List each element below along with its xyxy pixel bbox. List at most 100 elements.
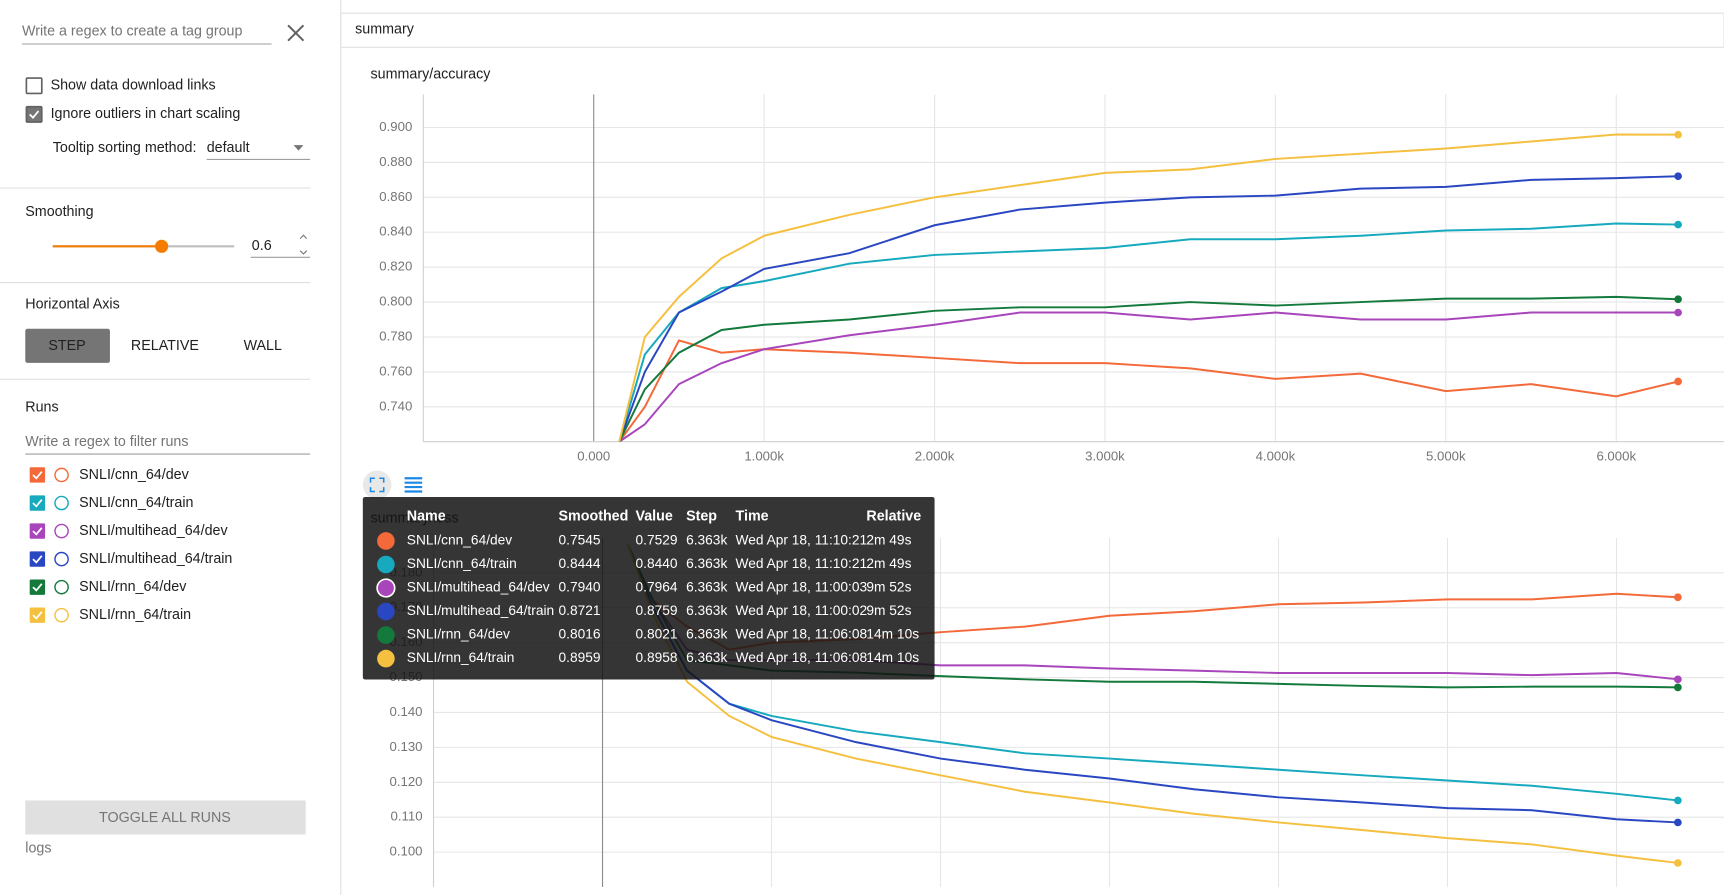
run-checkbox[interactable] <box>29 579 46 595</box>
y-tick-label: 0.880 <box>379 154 412 169</box>
run-name: SNLI/multihead_64/train <box>79 551 232 567</box>
tooltip-header: Name <box>407 509 446 525</box>
toggle-all-button[interactable] <box>25 800 306 835</box>
tooltip-cell: 6.363k <box>686 627 727 642</box>
tooltip-cell: 0.7529 <box>636 533 678 548</box>
y-tick-label: 0.130 <box>390 739 423 754</box>
tooltip-cell: 14m 10s <box>866 650 919 665</box>
group-title: summary <box>355 21 415 37</box>
run-color-circle <box>54 523 69 539</box>
toggle-log-icon[interactable] <box>404 477 423 493</box>
tooltip-header: Value <box>636 509 673 525</box>
end-point <box>1674 308 1682 317</box>
tooltip-cell: 0.7964 <box>636 580 678 595</box>
tooltip-cell: 0.8016 <box>559 627 601 642</box>
end-point <box>1674 295 1682 304</box>
run-name: SNLI/cnn_64/train <box>79 495 193 511</box>
checkmark <box>32 471 43 480</box>
tooltip-sort-select[interactable]: default <box>207 140 250 156</box>
tooltip-cell: 6.363k <box>686 533 727 548</box>
y-tick-label: 0.140 <box>390 704 423 719</box>
run-checkbox[interactable] <box>29 551 46 567</box>
close-icon[interactable] <box>287 24 305 42</box>
run-checkbox[interactable] <box>29 495 46 511</box>
tooltip-cell: 0.8958 <box>636 650 678 665</box>
end-point <box>1674 593 1682 602</box>
tooltip-header: Time <box>736 509 769 525</box>
series-line <box>626 544 1678 824</box>
checkbox[interactable] <box>25 105 43 123</box>
slider-knob[interactable] <box>155 239 169 253</box>
series-line <box>626 544 1678 864</box>
run-checkbox[interactable] <box>29 523 46 539</box>
tooltip-cell: SNLI/multihead_64/dev <box>407 580 550 595</box>
tooltip-cell: SNLI/cnn_64/dev <box>407 533 513 548</box>
tooltip-cell: 2m 49s <box>866 533 911 548</box>
series-line <box>618 175 1679 443</box>
tooltip-sort-label: Tooltip sorting method: <box>53 140 197 156</box>
run-name: SNLI/cnn_64/dev <box>79 467 189 483</box>
checkmark <box>32 583 43 592</box>
y-tick-label: 0.860 <box>379 189 412 204</box>
checkbox[interactable] <box>25 77 43 95</box>
y-tick-label: 0.800 <box>379 294 412 309</box>
series-line <box>618 311 1679 443</box>
tag-regex-input[interactable]: Write a regex to create a tag group <box>22 24 242 40</box>
tooltip-cell: 14m 10s <box>866 627 919 642</box>
series-line <box>618 222 1679 443</box>
end-point <box>1674 859 1682 867</box>
tooltip-cell: 0.8721 <box>559 603 601 618</box>
tooltip-header: Smoothed <box>559 509 629 525</box>
series-line <box>618 133 1679 442</box>
tooltip-swatch <box>377 555 395 574</box>
run-color-circle <box>54 579 69 595</box>
chart: summary/accuracy 0.740 0.760 0.780 0.800 0.82… <box>371 67 1724 464</box>
y-tick-label: 0.100 <box>390 844 423 859</box>
smoothing-input[interactable]: 0.6 <box>252 238 272 254</box>
run-checkbox[interactable] <box>29 467 46 483</box>
tooltip-header: Relative <box>866 509 921 525</box>
tooltip-cell: 9m 52s <box>866 603 911 618</box>
end-point <box>1674 818 1682 827</box>
y-tick-label: 0.840 <box>379 224 412 239</box>
tooltip-cell: Wed Apr 18, 11:00:03 <box>736 580 868 595</box>
tooltip-cell: 0.8959 <box>559 650 601 665</box>
tooltip-cell: Wed Apr 18, 11:06:08 <box>736 627 868 642</box>
y-tick-label: 0.780 <box>379 328 412 343</box>
fullscreen-button[interactable] <box>362 470 392 500</box>
run-color-circle <box>54 467 69 483</box>
tooltip-cell: SNLI/cnn_64/train <box>407 556 517 571</box>
tooltip-cell: 0.8759 <box>636 603 678 618</box>
end-point <box>1674 220 1682 229</box>
checkmark <box>32 499 43 508</box>
tooltip-cell: SNLI/rnn_64/dev <box>407 627 510 642</box>
horizontal-axis-label: Horizontal Axis <box>25 296 119 312</box>
chart-title: summary/accuracy <box>371 67 492 83</box>
toggle-all-label: TOGGLE ALL RUNS <box>99 810 231 826</box>
run-name: SNLI/rnn_64/dev <box>79 579 187 595</box>
x-tick-label: 4.000k <box>1256 449 1296 464</box>
y-tick-label: 0.900 <box>379 119 412 134</box>
option-label: Show data download links <box>51 78 216 94</box>
charts: summary/accuracy 0.740 0.760 0.780 0.800 0.82… <box>371 67 1724 888</box>
x-tick-label: 0.000 <box>577 449 610 464</box>
tooltip-swatch <box>377 532 395 550</box>
dropdown-arrow[interactable] <box>293 145 304 151</box>
tooltip-swatch <box>377 626 395 644</box>
end-point <box>1674 377 1682 386</box>
axis-button[interactable]: RELATIVE <box>131 338 199 354</box>
tooltip-cell: 2m 49s <box>866 556 911 571</box>
tooltip-cell: 6.363k <box>686 603 727 618</box>
axis-button[interactable]: WALL <box>244 338 282 354</box>
axis-button-bg[interactable] <box>25 328 110 363</box>
group-header[interactable] <box>340 12 1724 48</box>
axis-button[interactable]: STEP <box>48 338 85 354</box>
tooltip-cell: 0.8444 <box>559 556 601 571</box>
run-name: SNLI/rnn_64/train <box>79 607 191 623</box>
run-checkbox[interactable] <box>29 607 46 623</box>
tooltip-swatch <box>376 578 396 598</box>
runs-filter-input[interactable]: Write a regex to filter runs <box>25 434 188 450</box>
tooltip-cell: 0.7545 <box>559 533 601 548</box>
run-name: SNLI/multihead_64/dev <box>79 523 228 539</box>
spinner[interactable] <box>299 234 308 255</box>
